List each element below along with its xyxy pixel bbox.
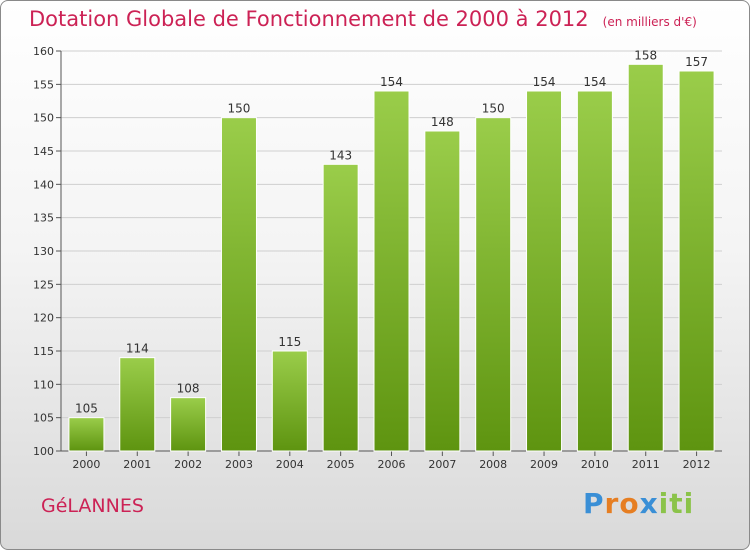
data-label: 114 [126,342,149,356]
logo-letter: t [669,487,684,520]
data-labels: 105 114 108 150 115 143 154 148 150 154 154 158 157 [75,48,708,415]
bar [526,90,563,452]
data-label: 154 [380,75,403,89]
chart-subtitle: (en milliers d'€) [602,15,697,29]
x-tick-label: 2006 [378,458,406,471]
bar [220,117,257,452]
data-label: 143 [329,148,352,162]
y-tick-label: 150 [33,112,54,125]
bar [119,357,156,452]
logo-letter: o [619,487,640,520]
data-label: 150 [482,102,505,116]
y-tick-label: 160 [33,45,54,58]
bar [627,63,664,452]
bar [373,90,410,452]
x-tick-label: 2009 [530,458,558,471]
data-label: 154 [583,75,606,89]
y-tick-label: 105 [33,412,54,425]
x-tick-label: 2003 [225,458,253,471]
bar [576,90,613,452]
data-label: 108 [177,382,200,396]
data-label: 150 [228,102,251,116]
x-tick-label: 2000 [72,458,100,471]
x-tick-label: 2002 [174,458,202,471]
title-text: Dotation Globale de Fonctionnement de 20… [29,7,589,31]
data-label: 154 [533,75,556,89]
data-label: 115 [278,335,301,349]
chart-title: Dotation Globale de Fonctionnement de 20… [29,7,697,31]
x-tick-label: 2004 [276,458,304,471]
y-tick-label: 110 [33,378,54,391]
logo-letter: i [658,487,670,520]
bar [678,70,715,452]
y-tick-label: 115 [33,345,54,358]
logo-letter: i [683,487,695,520]
bars [68,63,715,452]
x-tick-label: 2005 [327,458,355,471]
y-tick-label: 120 [33,312,54,325]
y-tick-label: 100 [33,445,54,458]
x-tick-label: 2010 [581,458,609,471]
bar [170,397,207,452]
x-tick-label: 2011 [632,458,660,471]
y-tick-label: 155 [33,78,54,91]
logo-letter: P [583,487,605,520]
y-tick-label: 130 [33,245,54,258]
data-label: 158 [634,48,657,62]
bar [424,130,461,452]
commune-name: GéLANNES [41,495,144,517]
x-tick-label: 2012 [683,458,711,471]
bar [322,163,359,452]
y-tick-label: 125 [33,278,54,291]
logo-letter: x [639,487,659,520]
y-tick-label: 145 [33,145,54,158]
bar [68,417,105,452]
x-tick-label: 2008 [479,458,507,471]
data-label: 105 [75,402,98,416]
logo-letter: r [604,487,620,520]
x-tick-label: 2007 [428,458,456,471]
data-label: 157 [685,55,708,69]
bar [271,350,308,452]
y-tick-label: 135 [33,212,54,225]
axes: 100 105 110 115 120 125 130 135 140 145 150 155 160 2… [33,45,722,471]
proxiti-logo[interactable]: Proxiti [583,487,694,520]
data-label: 148 [431,115,454,129]
y-tick-label: 140 [33,178,54,191]
x-tick-label: 2001 [123,458,151,471]
bar [475,117,512,452]
